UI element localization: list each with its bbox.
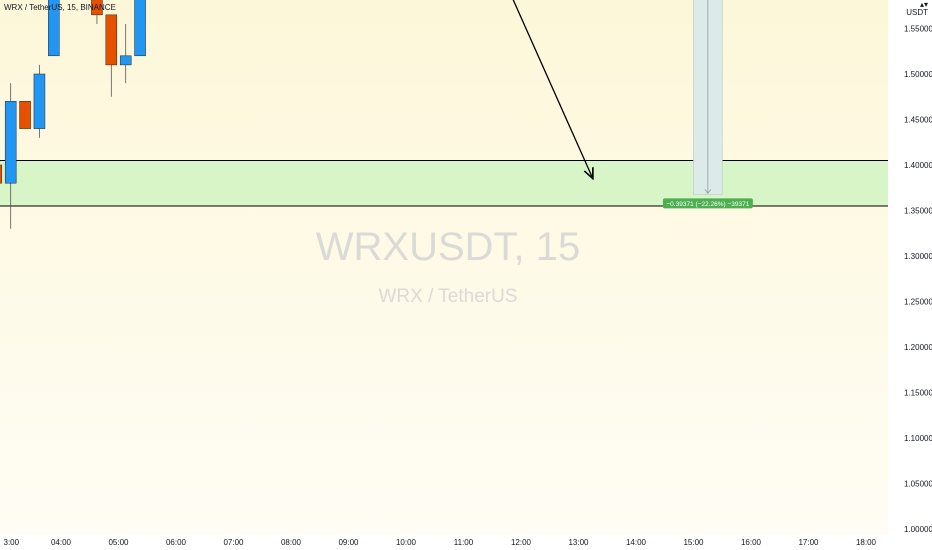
price-tick-label: 1.45000	[904, 116, 932, 125]
time-tick-label: 3:00	[4, 538, 20, 547]
time-tick-label: 10:00	[396, 538, 417, 547]
support-zone[interactable]	[0, 160, 888, 206]
time-tick-label: 12:00	[511, 538, 532, 547]
time-tick-label: 05:00	[108, 538, 129, 547]
price-tick-label: 1.15000	[904, 389, 932, 398]
candle-body[interactable]	[48, 0, 60, 57]
candle-body[interactable]	[33, 73, 46, 129]
currency-label: ▴▾ USDT	[906, 1, 928, 17]
currency-text[interactable]: USDT	[906, 8, 928, 17]
symbol-header[interactable]: WRX / TetherUS, 15, BINANCE	[4, 3, 116, 12]
candle-body[interactable]	[105, 14, 118, 66]
candle-body[interactable]	[119, 55, 132, 66]
time-tick-label: 14:00	[626, 538, 647, 547]
watermark-description: WRX / TetherUS	[378, 286, 517, 307]
price-tick-label: 1.00000	[904, 525, 932, 534]
candle-body[interactable]	[4, 101, 17, 184]
price-tick-label: 1.40000	[904, 161, 932, 170]
candle-body[interactable]	[0, 164, 3, 184]
price-tick-label: 1.20000	[904, 343, 932, 352]
candle-body[interactable]	[19, 101, 31, 129]
price-axis-panel[interactable]	[888, 0, 932, 550]
time-tick-label: 15:00	[683, 538, 704, 547]
time-tick-label: 04:00	[51, 538, 72, 547]
time-axis-panel[interactable]	[0, 535, 932, 550]
price-tick-label: 1.05000	[904, 480, 932, 489]
price-tick-label: 1.25000	[904, 298, 932, 307]
candle-body[interactable]	[134, 0, 146, 57]
price-range-label-box	[662, 198, 753, 209]
price-tick-label: 1.50000	[904, 70, 932, 79]
price-range-arrow-head	[704, 189, 712, 194]
candle-body[interactable]	[91, 0, 103, 16]
price-tick-label: 1.55000	[904, 25, 932, 34]
time-tick-label: 13:00	[568, 538, 589, 547]
watermark-symbol: WRXUSDT, 15	[316, 225, 581, 269]
time-tick-label: 09:00	[338, 538, 359, 547]
time-tick-label: 11:00	[454, 538, 474, 547]
price-tick-label: 1.35000	[904, 207, 932, 216]
time-tick-label: 08:00	[281, 538, 302, 547]
time-tick-label: 06:00	[166, 538, 187, 547]
price-tick-label: 1.30000	[904, 252, 932, 261]
trend-arrow[interactable]	[435, 0, 593, 179]
time-tick-label: 07:00	[223, 538, 244, 547]
price-tick-label: 1.10000	[904, 434, 932, 443]
time-tick-label: 16:00	[741, 538, 762, 547]
currency-dropdown-icon[interactable]: ▴▾	[919, 0, 928, 9]
price-range-label: −0.39371 (−22.26%) −39371	[666, 201, 749, 208]
time-tick-label: 18:00	[856, 538, 877, 547]
time-tick-label: 17:00	[798, 538, 819, 547]
